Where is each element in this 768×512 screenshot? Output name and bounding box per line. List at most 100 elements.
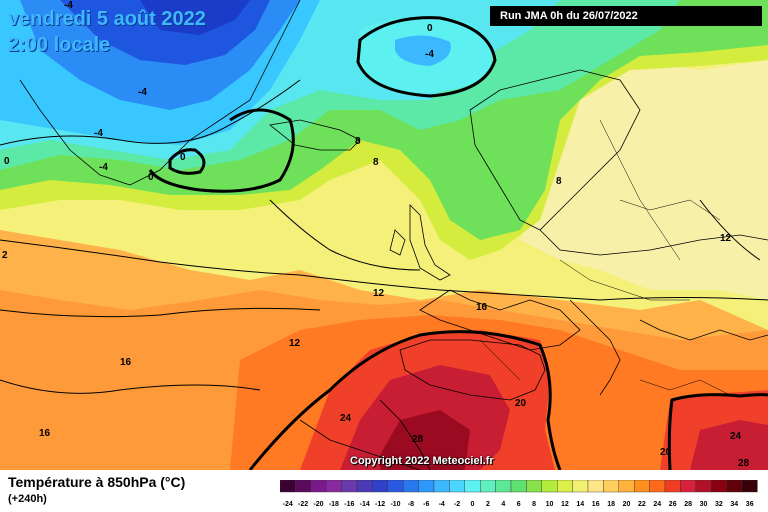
color-scale-swatch (557, 480, 573, 493)
contour-label: 20 (515, 398, 527, 409)
forecast-time: 2:00 locale (8, 34, 111, 56)
color-scale-swatch (587, 480, 604, 493)
color-scale-swatch (418, 480, 435, 493)
color-scale-label: 2 (486, 501, 490, 508)
color-scale-label: -16 (344, 501, 354, 508)
contour-label: -4 (138, 87, 147, 98)
color-scale-label: -18 (329, 501, 339, 508)
color-scale-swatch (510, 480, 527, 493)
contour-label: 0 (148, 172, 154, 183)
color-scale-label: 0 (471, 501, 475, 508)
color-scale-swatch (711, 480, 727, 493)
color-scale-swatch (326, 480, 342, 493)
contour-label: 16 (476, 302, 488, 313)
contour-label: 8 (373, 157, 379, 168)
contour-label: 12 (373, 288, 385, 299)
color-scale-swatch (449, 480, 465, 493)
variable-name: Température à 850hPa (°C) (8, 474, 186, 490)
color-scale-label: 22 (638, 501, 646, 508)
color-scale-label: 6 (517, 501, 521, 508)
contour-label: 12 (720, 233, 732, 244)
contour-label: 0 (180, 152, 186, 163)
color-scale-swatch (356, 480, 373, 493)
coastlines (19, 0, 768, 470)
color-scale-label: 4 (501, 501, 505, 508)
color-scale-label: 30 (700, 501, 708, 508)
color-scale-swatch (433, 480, 450, 493)
color-scale-swatch (572, 480, 589, 493)
contour-label: 24 (730, 431, 742, 442)
color-scale-label: -22 (298, 501, 308, 508)
contour-label: -4 (94, 128, 103, 139)
color-scale-label: 32 (715, 501, 723, 508)
contour-label: -4 (425, 49, 434, 60)
color-scale-label: -2 (454, 501, 460, 508)
borders (479, 119, 731, 396)
band-lightyellow-east (520, 60, 768, 300)
color-scale-swatch (603, 480, 619, 493)
color-scale-label: 34 (730, 501, 738, 508)
color-scale: -24 -22 -20 -18 -16 -14 -12 -10 -8 -6 -4 -2 0 2 4 6 8 10 1… (280, 480, 758, 508)
color-scale-swatch (695, 480, 712, 493)
lead-time: (+240h) (8, 493, 47, 505)
color-scale-label: -8 (408, 501, 414, 508)
color-scale-swatch (387, 480, 404, 493)
color-scale-swatch (310, 480, 327, 493)
color-scale-swatch (280, 480, 296, 493)
color-scale-swatch (726, 480, 743, 493)
color-scale-label: 8 (532, 501, 536, 508)
color-scale-swatch (341, 480, 358, 493)
contour-label: 28 (412, 434, 424, 445)
contour-label: 16 (39, 428, 51, 439)
copyright: Copyright 2022 Meteociel.fr (350, 455, 494, 467)
color-scale-label: -20 (313, 501, 323, 508)
color-scale-swatch (526, 480, 542, 493)
contour-label: -4 (99, 162, 108, 173)
contour-label: 2 (2, 250, 8, 261)
color-scale-label: 12 (561, 501, 569, 508)
color-scale-swatch (464, 480, 481, 493)
contour-label: 20 (660, 447, 672, 458)
forecast-date: vendredi 5 août 2022 (8, 8, 206, 30)
contour-label: 0 (427, 23, 433, 34)
color-scale-swatch (664, 480, 681, 493)
temperature-map: -4 0 -4 -4 -4 -4 0 0 0 8 8 8 12 12 12 16… (0, 0, 768, 470)
color-scale-label: 36 (746, 501, 754, 508)
color-scale-swatch (680, 480, 696, 493)
color-scale-swatch (402, 480, 419, 493)
band-cold-core (140, 0, 250, 35)
color-scale-label: 24 (653, 501, 661, 508)
contour-label: 0 (4, 156, 10, 167)
color-scale-label: -6 (423, 501, 429, 508)
contour-label: 12 (289, 338, 301, 349)
color-scale-label: 26 (669, 501, 677, 508)
color-scale-label: -14 (360, 501, 370, 508)
band-darkred-east (690, 420, 768, 470)
color-scale-swatch (618, 480, 635, 493)
contour-label: 8 (556, 176, 562, 187)
color-scale-label: 18 (607, 501, 615, 508)
run-info: Run JMA 0h du 26/07/2022 (490, 6, 762, 26)
color-scale-label: 10 (546, 501, 554, 508)
color-scale-label: 16 (592, 501, 600, 508)
color-scale-label: -4 (439, 501, 445, 508)
contour-labels: -4 0 -4 -4 -4 -4 0 0 0 8 8 8 12 12 12 16… (2, 0, 750, 469)
band-maroon (380, 410, 470, 470)
contour-label: 24 (340, 413, 352, 424)
color-scale-swatch (541, 480, 558, 493)
color-scale-swatch (372, 480, 389, 493)
contour-label: 16 (120, 357, 132, 368)
color-scale-label: -12 (375, 501, 385, 508)
color-scale-swatch (479, 480, 496, 493)
bold-isotherms (148, 16, 768, 470)
color-scale-swatch (495, 480, 512, 493)
color-scale-swatch (295, 480, 311, 493)
color-scale-swatch (634, 480, 650, 493)
contour-label: -4 (64, 0, 73, 11)
color-scale-label: -24 (283, 501, 293, 508)
cold-pool-north-inner (395, 35, 451, 66)
color-scale-label: 20 (623, 501, 631, 508)
color-scale-label: -10 (390, 501, 400, 508)
contour-label: 28 (738, 458, 750, 469)
color-scale-swatch (649, 480, 666, 493)
